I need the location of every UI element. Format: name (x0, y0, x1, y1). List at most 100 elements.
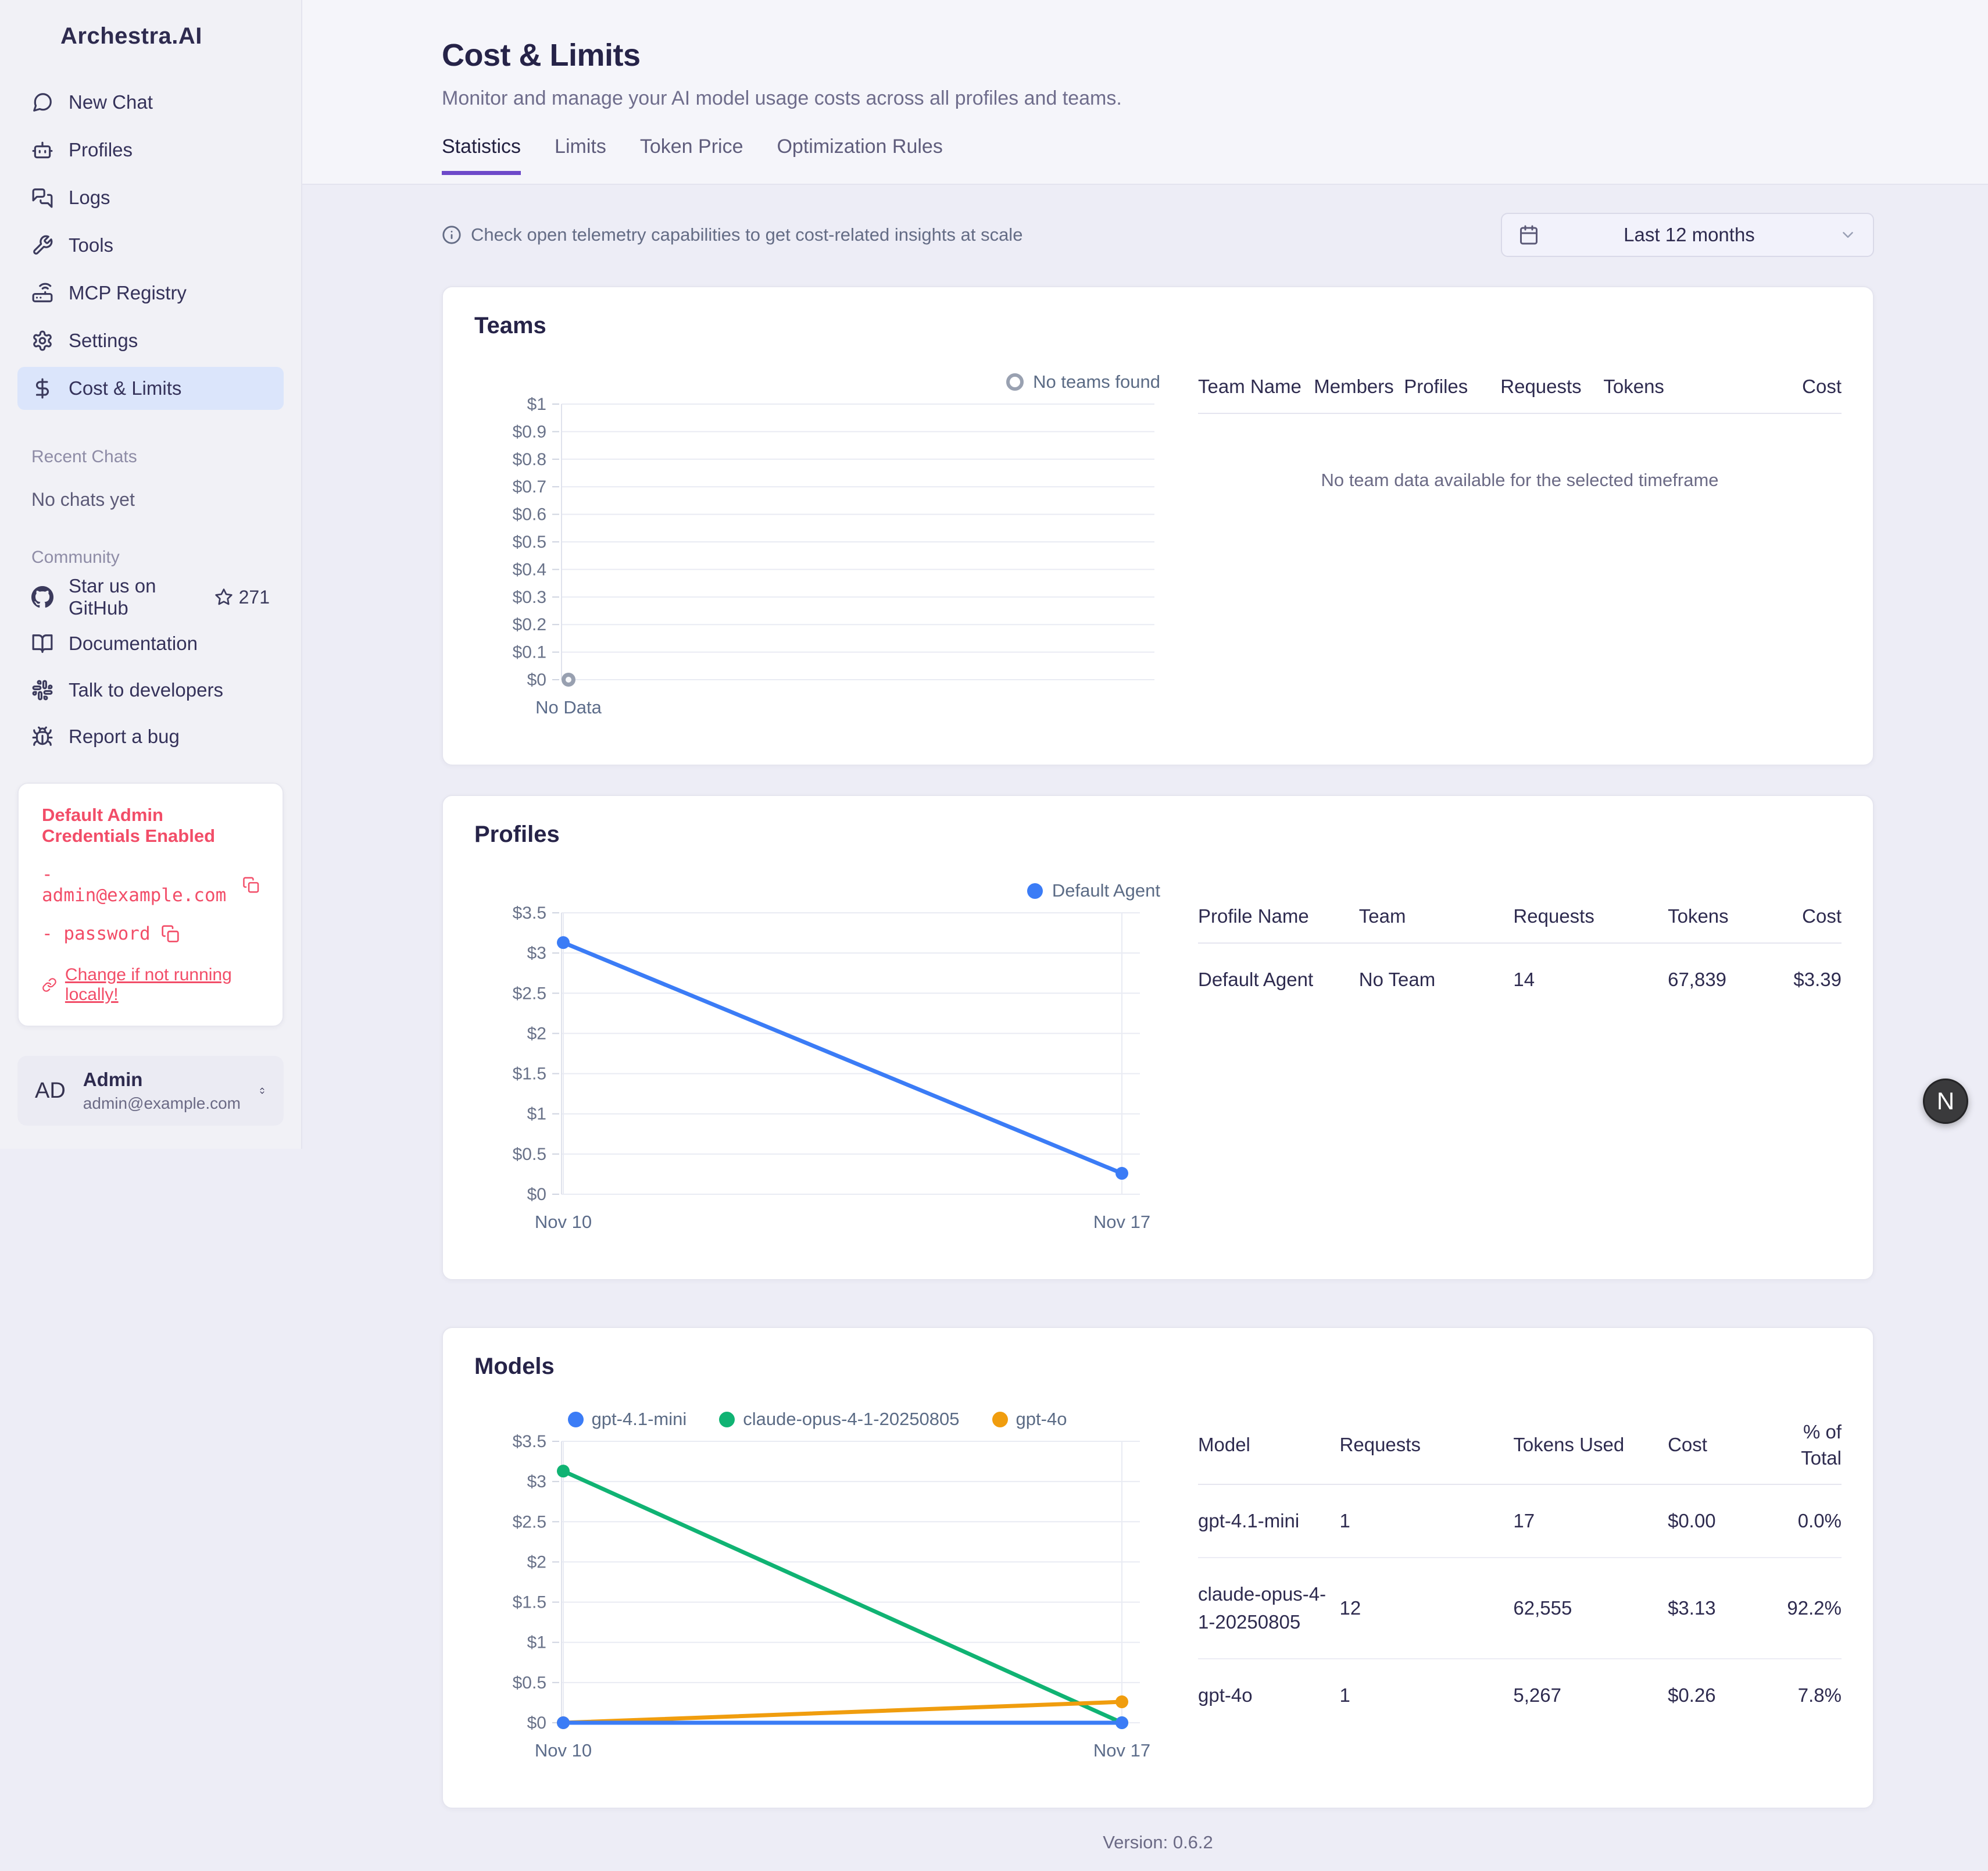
credential-password-row: - password (42, 923, 259, 944)
table-row: Default Agent No Team 14 67,839 $3.39 (1198, 968, 1842, 990)
page-header: Cost & Limits Monitor and manage your AI… (302, 0, 1988, 185)
sidebar-item-profiles[interactable]: Profiles (17, 128, 284, 172)
sidebar-item-talk-to-developers[interactable]: Talk to developers (17, 669, 284, 712)
sidebar-item-label: Talk to developers (69, 679, 223, 701)
star-count: 271 (238, 586, 270, 608)
sidebar-item-mcp-registry[interactable]: MCP Registry (17, 272, 284, 315)
floating-n-button[interactable]: N (1923, 1079, 1968, 1124)
sidebar-item-label: Logs (69, 187, 110, 208)
column-header: Members (1314, 374, 1404, 414)
admin-credentials-warning: Default Admin Credentials Enabled - admi… (17, 783, 284, 1027)
tab-limits[interactable]: Limits (555, 135, 606, 158)
svg-text:$0.5: $0.5 (513, 1145, 546, 1164)
empty-legend-ring-icon (1006, 373, 1024, 391)
svg-text:No Data: No Data (535, 697, 602, 717)
sidebar-item-label: Profiles (69, 139, 133, 160)
page-subtitle: Monitor and manage your AI model usage c… (442, 87, 1122, 109)
star-icon (214, 588, 233, 605)
credential-email: - admin@example.com (42, 864, 227, 906)
main-content: Check open telemetry capabilities to get… (302, 186, 1988, 1871)
column-header: Tokens Used (1513, 1419, 1668, 1486)
models-table: Model Requests Tokens Used Cost % of Tot… (1198, 1419, 1842, 1731)
models-chart-legend: gpt-4.1-mini claude-opus-4-1-20250805 gp… (474, 1409, 1160, 1430)
svg-text:$0.6: $0.6 (513, 505, 546, 524)
legend-dot-icon (1027, 883, 1043, 899)
teams-card: Teams No teams found $1 $0.9 $0.8 $0.7 $0.6 $… (442, 286, 1874, 766)
change-credentials-link[interactable]: Change if not running locally! (42, 965, 259, 1005)
bot-icon (32, 141, 53, 159)
svg-text:Nov 17: Nov 17 (1093, 1740, 1150, 1761)
tab-statistics[interactable]: Statistics (442, 135, 521, 175)
column-header: Cost (1687, 374, 1842, 414)
svg-text:$1.5: $1.5 (513, 1593, 546, 1612)
link-icon (42, 978, 56, 992)
copy-icon[interactable] (242, 876, 259, 894)
sidebar-item-logs[interactable]: Logs (17, 176, 284, 219)
column-header: Profiles (1404, 374, 1501, 414)
timeframe-select[interactable]: Last 12 months (1501, 213, 1874, 257)
sidebar-item-label: Report a bug (69, 726, 180, 747)
calendar-icon (1520, 225, 1538, 245)
svg-text:$2.5: $2.5 (513, 984, 546, 1003)
teams-table: Team Name Members Profiles Requests Toke… (1198, 374, 1842, 414)
toolbar: Check open telemetry capabilities to get… (442, 213, 1874, 257)
sidebar-item-report-bug[interactable]: Report a bug (17, 715, 284, 758)
profiles-card: Profiles Default Agent $3.5 $3 $2.5 $2 $1.5 $… (442, 795, 1874, 1280)
svg-text:$0.8: $0.8 (513, 450, 546, 469)
column-header: % of Total (1758, 1419, 1842, 1486)
credential-email-row: - admin@example.com (42, 864, 259, 906)
sidebar-item-label: Star us on GitHub (69, 575, 156, 619)
teams-empty-message: No team data available for the selected … (1321, 469, 1719, 490)
svg-text:$2.5: $2.5 (513, 1512, 546, 1531)
github-icon (31, 586, 53, 608)
profiles-table: Profile Name Team Requests Tokens Cost D… (1198, 904, 1842, 1015)
column-header: Tokens (1668, 904, 1758, 944)
app-logo: Archestra.AI (60, 23, 202, 49)
telemetry-note: Check open telemetry capabilities to get… (442, 224, 1022, 245)
chevrons-up-down-icon (260, 1087, 264, 1094)
book-icon (32, 634, 53, 653)
tab-optimization-rules[interactable]: Optimization Rules (777, 135, 943, 158)
legend-dot-icon (567, 1411, 584, 1427)
chevron-down-icon (1843, 232, 1853, 238)
svg-text:$1: $1 (527, 395, 546, 414)
copy-icon[interactable] (161, 924, 180, 943)
chart-svg: $3.5 $3 $2.5 $2 $1.5 $1 $0.5 $0 Nov 10 Nov 17 (513, 904, 1151, 1232)
teams-card-title: Teams (474, 313, 546, 338)
chart-svg: $1 $0.9 $0.8 $0.7 $0.6 $0.5 $0.4 $0.3 $0.2 $0.1 $0… (513, 395, 1154, 717)
legend-dot-icon (992, 1411, 1008, 1427)
svg-text:Nov 17: Nov 17 (1093, 1212, 1150, 1232)
column-header: Team Name (1198, 374, 1314, 414)
sidebar-item-documentation[interactable]: Documentation (17, 622, 284, 665)
svg-text:$0: $0 (527, 1713, 546, 1733)
teams-chart: $1 $0.9 $0.8 $0.7 $0.6 $0.5 $0.4 $0.3 $0.2 $0.1 $0… (474, 395, 1166, 744)
sidebar-item-label: MCP Registry (69, 282, 187, 303)
user-menu[interactable]: AD Admin admin@example.com (17, 1056, 284, 1126)
svg-text:$1: $1 (527, 1105, 546, 1124)
avatar: AD (35, 1078, 66, 1103)
teams-chart-legend: No teams found (474, 372, 1160, 392)
svg-text:$2: $2 (527, 1024, 546, 1043)
column-header: Tokens (1603, 374, 1687, 414)
models-card: Models gpt-4.1-mini claude-opus-4-1-2025… (442, 1327, 1874, 1809)
sidebar-item-new-chat[interactable]: New Chat (17, 81, 284, 124)
slack-icon (32, 680, 53, 701)
sidebar-item-tools[interactable]: Tools (17, 224, 284, 267)
svg-text:$0: $0 (527, 1185, 546, 1204)
sidebar-item-cost-limits[interactable]: Cost & Limits (17, 367, 284, 410)
profiles-chart-legend: Default Agent (474, 880, 1160, 901)
column-header: Profile Name (1198, 904, 1359, 944)
table-row: gpt-4.1-mini 1 17 $0.00 0.0% (1198, 1510, 1842, 1532)
credential-password: - password (42, 923, 151, 944)
chart-svg: $3.5 $3 $2.5 $2 $1.5 $1 $0.5 $0 Nov 10 Nov 17 (513, 1432, 1151, 1761)
column-header: Cost (1758, 904, 1842, 944)
gear-icon (33, 330, 52, 351)
tab-token-price[interactable]: Token Price (639, 135, 743, 158)
svg-text:$3: $3 (527, 944, 546, 963)
sidebar-item-settings[interactable]: Settings (17, 319, 284, 362)
recent-chats-empty: No chats yet (31, 489, 135, 510)
svg-text:$0.7: $0.7 (513, 477, 546, 497)
community-list: Star us on GitHub 271 Documentation Talk… (17, 575, 284, 758)
sidebar-item-github[interactable]: Star us on GitHub 271 (17, 575, 284, 619)
page-title: Cost & Limits (442, 38, 641, 73)
